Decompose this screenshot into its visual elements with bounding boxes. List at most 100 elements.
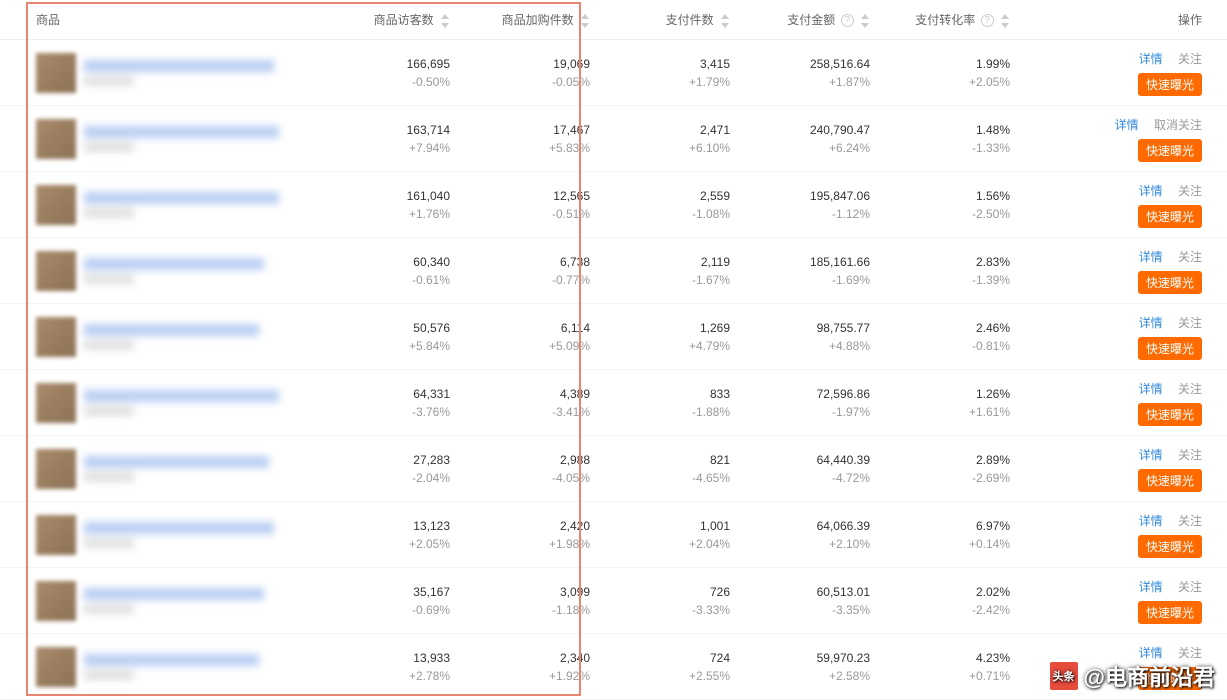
- product-thumbnail[interactable]: [36, 53, 76, 93]
- help-icon[interactable]: ?: [841, 14, 854, 27]
- promote-button[interactable]: 快速曝光: [1138, 139, 1202, 162]
- product-cell[interactable]: [0, 53, 330, 93]
- col-header-paid-amt[interactable]: 支付金额 ?: [750, 11, 890, 28]
- product-cell[interactable]: [0, 581, 330, 621]
- sort-icon[interactable]: [721, 14, 730, 28]
- promote-button[interactable]: 快速曝光: [1138, 73, 1202, 96]
- product-thumbnail[interactable]: [36, 581, 76, 621]
- table-row: 163,714 +7.94% 17,467 +5.83% 2,471 +6.10…: [0, 106, 1227, 172]
- follow-link[interactable]: 关注: [1178, 646, 1202, 660]
- col-header-adds[interactable]: 商品加购件数: [470, 11, 610, 28]
- product-cell[interactable]: [0, 515, 330, 555]
- product-cell[interactable]: [0, 449, 330, 489]
- promote-button[interactable]: 快速曝光: [1138, 601, 1202, 624]
- paid-amt-cell: 72,596.86 -1.97%: [750, 385, 890, 421]
- follow-link[interactable]: 关注: [1178, 580, 1202, 594]
- visitors-delta: +7.94%: [330, 139, 450, 157]
- detail-link[interactable]: 详情: [1139, 52, 1163, 66]
- paid-qty-value: 833: [610, 385, 730, 403]
- sort-icon[interactable]: [861, 14, 870, 28]
- product-thumbnail[interactable]: [36, 251, 76, 291]
- conv-value: 1.48%: [890, 121, 1010, 139]
- product-cell[interactable]: [0, 251, 330, 291]
- detail-link[interactable]: 详情: [1139, 448, 1163, 462]
- paid-qty-cell: 2,559 -1.08%: [610, 187, 750, 223]
- product-thumbnail[interactable]: [36, 317, 76, 357]
- conv-cell: 2.83% -1.39%: [890, 253, 1030, 289]
- adds-delta: +1.98%: [470, 535, 590, 553]
- detail-link[interactable]: 详情: [1139, 580, 1163, 594]
- promote-button[interactable]: 快速曝光: [1138, 535, 1202, 558]
- conv-value: 1.99%: [890, 55, 1010, 73]
- col-header-paid-qty[interactable]: 支付件数: [610, 11, 750, 28]
- paid-amt-cell: 185,161.66 -1.69%: [750, 253, 890, 289]
- product-cell[interactable]: [0, 185, 330, 225]
- paid-qty-cell: 1,001 +2.04%: [610, 517, 750, 553]
- promote-button[interactable]: 快速曝光: [1138, 469, 1202, 492]
- col-header-conv[interactable]: 支付转化率 ?: [890, 11, 1030, 28]
- follow-link[interactable]: 关注: [1178, 448, 1202, 462]
- product-thumbnail[interactable]: [36, 185, 76, 225]
- products-table: 商品 商品访客数 商品加购件数 支付件数 支付金额 ? 支付转化率 ?: [0, 0, 1227, 700]
- paid-amt-value: 195,847.06: [750, 187, 870, 205]
- adds-value: 2,340: [470, 649, 590, 667]
- follow-link[interactable]: 关注: [1178, 316, 1202, 330]
- product-title-blurred: [84, 588, 330, 614]
- visitors-cell: 163,714 +7.94%: [330, 121, 470, 157]
- detail-link[interactable]: 详情: [1139, 382, 1163, 396]
- ops-cell: 详情 取消关注 快速曝光: [1030, 116, 1227, 162]
- paid-qty-delta: +2.55%: [610, 667, 730, 685]
- col-header-visitors[interactable]: 商品访客数: [330, 11, 470, 28]
- visitors-value: 64,331: [330, 385, 450, 403]
- detail-link[interactable]: 详情: [1139, 514, 1163, 528]
- conv-delta: +0.71%: [890, 667, 1010, 685]
- follow-link[interactable]: 关注: [1178, 382, 1202, 396]
- sort-icon[interactable]: [1001, 14, 1010, 28]
- paid-amt-cell: 258,516.64 +1.87%: [750, 55, 890, 91]
- detail-link[interactable]: 详情: [1139, 646, 1163, 660]
- detail-link[interactable]: 详情: [1139, 250, 1163, 264]
- follow-link[interactable]: 关注: [1178, 184, 1202, 198]
- conv-cell: 2.89% -2.69%: [890, 451, 1030, 487]
- product-cell[interactable]: [0, 647, 330, 687]
- adds-cell: 6,738 -0.77%: [470, 253, 610, 289]
- product-thumbnail[interactable]: [36, 647, 76, 687]
- detail-link[interactable]: 详情: [1115, 118, 1139, 132]
- product-cell[interactable]: [0, 119, 330, 159]
- detail-link[interactable]: 详情: [1139, 184, 1163, 198]
- help-icon[interactable]: ?: [981, 14, 994, 27]
- follow-link[interactable]: 关注: [1178, 250, 1202, 264]
- product-thumbnail[interactable]: [36, 515, 76, 555]
- paid-qty-delta: -1.67%: [610, 271, 730, 289]
- adds-cell: 2,988 -4.05%: [470, 451, 610, 487]
- follow-link[interactable]: 取消关注: [1154, 118, 1202, 132]
- paid-qty-cell: 1,269 +4.79%: [610, 319, 750, 355]
- paid-amt-cell: 64,440.39 -4.72%: [750, 451, 890, 487]
- conv-cell: 1.99% +2.05%: [890, 55, 1030, 91]
- conv-value: 4.23%: [890, 649, 1010, 667]
- promote-button[interactable]: 快速曝光: [1138, 403, 1202, 426]
- product-thumbnail[interactable]: [36, 119, 76, 159]
- product-title-blurred: [84, 522, 330, 548]
- product-cell[interactable]: [0, 383, 330, 423]
- table-row: 166,695 -0.50% 19,069 -0.05% 3,415 +1.79…: [0, 40, 1227, 106]
- ops-cell: 详情 关注 快速曝光: [1030, 314, 1227, 360]
- promote-button[interactable]: 快速曝光: [1138, 337, 1202, 360]
- product-thumbnail[interactable]: [36, 383, 76, 423]
- follow-link[interactable]: 关注: [1178, 52, 1202, 66]
- conv-delta: -1.39%: [890, 271, 1010, 289]
- paid-amt-value: 64,066.39: [750, 517, 870, 535]
- adds-value: 6,114: [470, 319, 590, 337]
- promote-button[interactable]: 快速曝光: [1138, 205, 1202, 228]
- product-cell[interactable]: [0, 317, 330, 357]
- visitors-cell: 64,331 -3.76%: [330, 385, 470, 421]
- product-thumbnail[interactable]: [36, 449, 76, 489]
- follow-link[interactable]: 关注: [1178, 514, 1202, 528]
- sort-icon[interactable]: [441, 14, 450, 28]
- detail-link[interactable]: 详情: [1139, 316, 1163, 330]
- paid-qty-cell: 3,415 +1.79%: [610, 55, 750, 91]
- promote-button[interactable]: 快速曝光: [1138, 271, 1202, 294]
- sort-icon[interactable]: [581, 14, 590, 28]
- paid-amt-value: 240,790.47: [750, 121, 870, 139]
- conv-cell: 1.26% +1.61%: [890, 385, 1030, 421]
